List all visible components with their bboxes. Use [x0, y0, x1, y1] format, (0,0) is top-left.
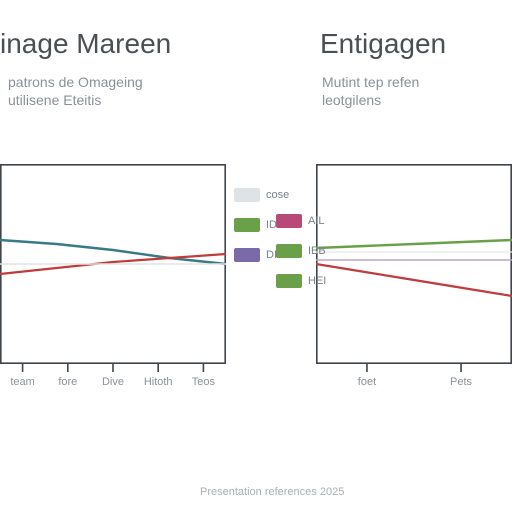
right-subtitle-line1: Mutint tep refen — [322, 74, 419, 90]
legend-swatch — [276, 244, 302, 258]
footer-text: Presentation references 2025 — [200, 486, 344, 498]
left-subtitle-line1: patrons de Omageing — [8, 74, 143, 90]
legend-swatch — [276, 274, 302, 288]
x-axis-label: Dive — [102, 376, 124, 388]
x-axis-label: Hitoth — [144, 376, 173, 388]
x-axis-label: fore — [58, 376, 77, 388]
left-chart — [0, 164, 226, 384]
legend-swatch — [234, 248, 260, 262]
legend-label: HEI — [308, 275, 326, 287]
left-title: inage Mareen — [0, 28, 171, 60]
right-subtitle: Mutint tep refen leotgilens — [322, 74, 419, 109]
right-title: Entigagen — [320, 28, 446, 60]
x-axis-label: Teos — [192, 376, 215, 388]
legend-swatch — [234, 188, 260, 202]
legend-item: cose — [234, 188, 289, 202]
legend-swatch — [276, 214, 302, 228]
page: inage Mareen patrons de Omageing utilise… — [0, 0, 512, 512]
right-subtitle-line2: leotgilens — [322, 92, 381, 108]
x-axis-label: Pets — [450, 376, 472, 388]
right-legend: AIL IEB HEI — [276, 214, 326, 288]
left-subtitle-line2: utilisene Eteitis — [8, 92, 101, 108]
x-axis-label: foet — [358, 376, 376, 388]
left-subtitle: patrons de Omageing utilisene Eteitis — [8, 74, 143, 109]
x-axis-label: team — [10, 376, 34, 388]
legend-item: IEB — [276, 244, 326, 258]
legend-swatch — [234, 218, 260, 232]
legend-label: IEB — [308, 245, 326, 257]
right-chart — [316, 164, 512, 384]
legend-item: HEI — [276, 274, 326, 288]
legend-label: cose — [266, 189, 289, 201]
legend-item: AIL — [276, 214, 326, 228]
legend-label: AIL — [308, 215, 325, 227]
